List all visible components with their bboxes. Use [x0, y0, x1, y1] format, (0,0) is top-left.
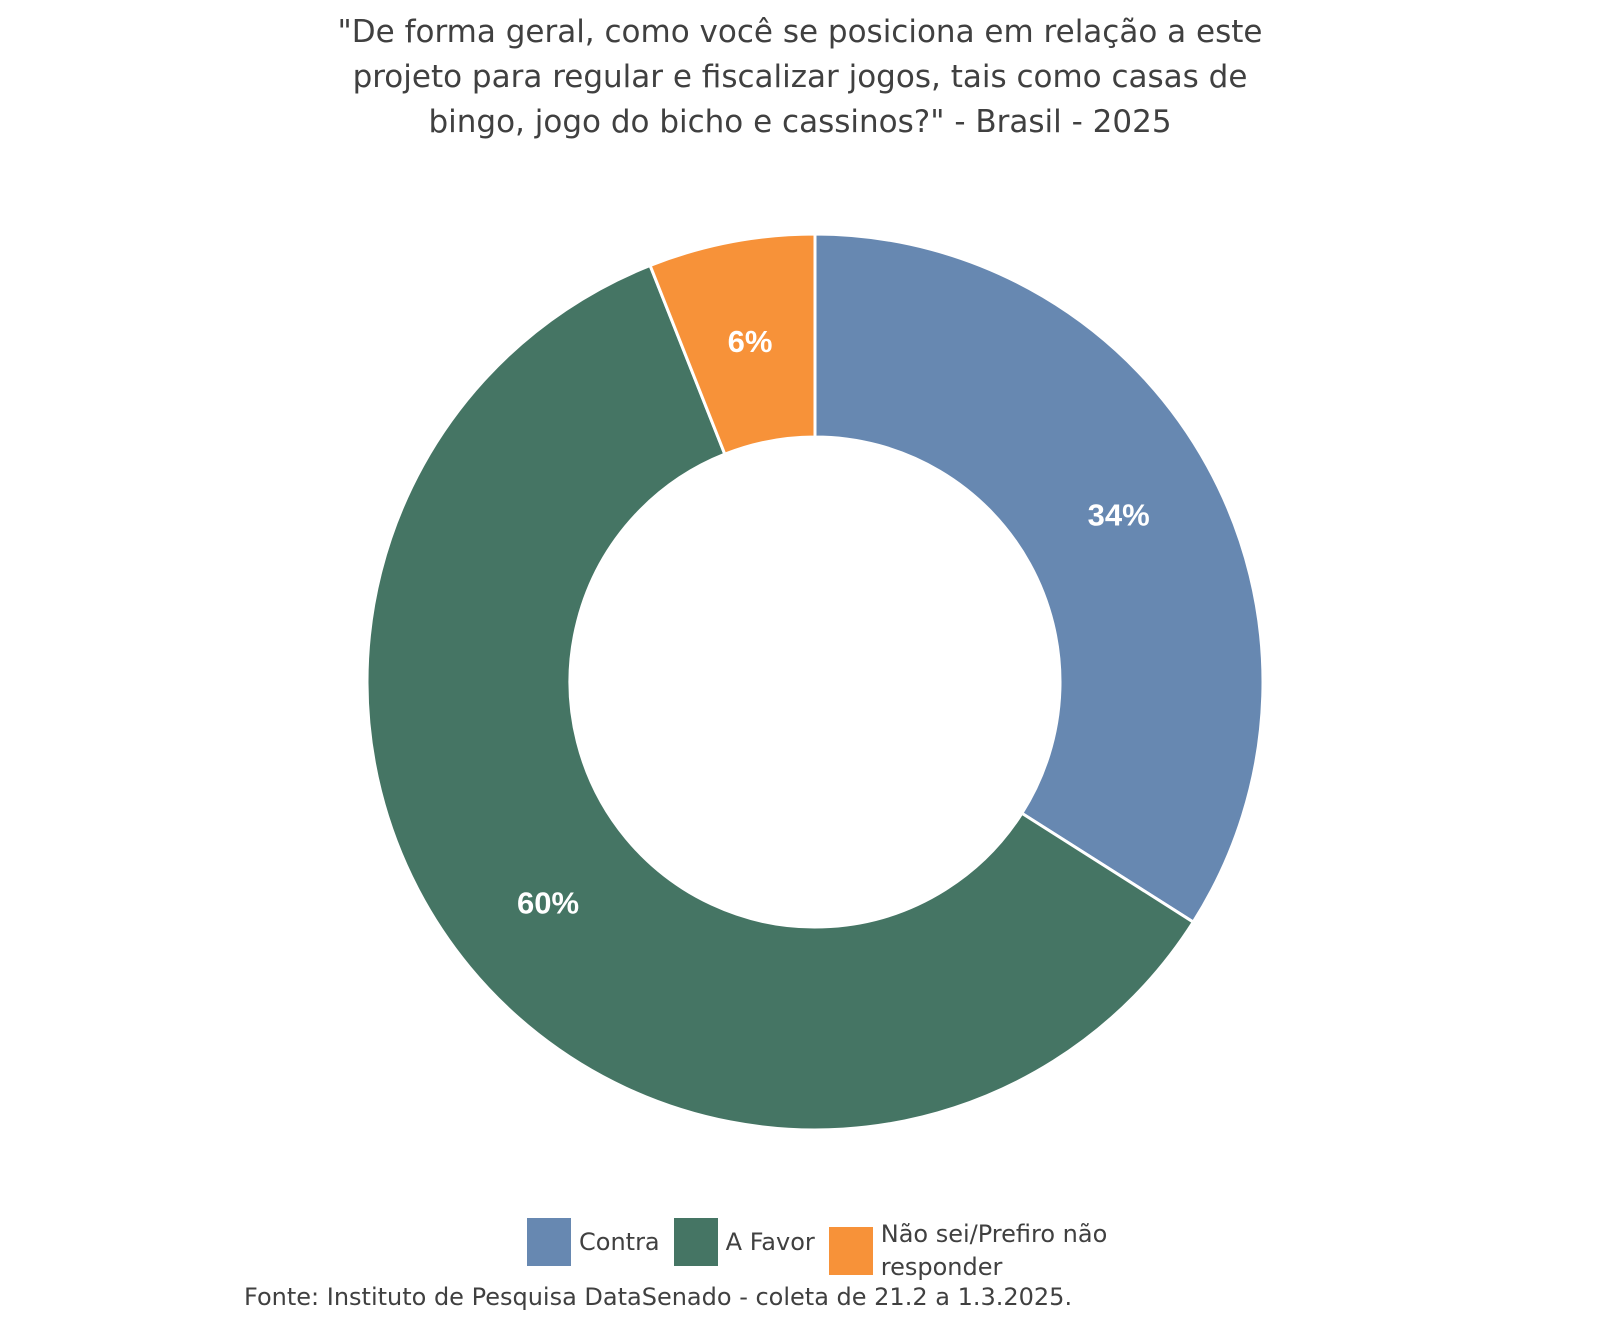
chart-title-line-1: "De forma geral, como você se posiciona … [337, 14, 1263, 50]
legend-label-a-favor: A Favor [725, 1227, 815, 1256]
legend-label-contra: Contra [579, 1227, 660, 1256]
legend-swatch-contra [527, 1218, 571, 1266]
chart-title: "De forma geral, como você se posiciona … [0, 10, 1600, 145]
legend-item-contra: Contra [527, 1218, 660, 1266]
legend-swatch-nao-sei [828, 1227, 873, 1275]
legend-label-nao-sei: Não sei/Prefiro não responder [880, 1220, 1108, 1281]
chart-title-line-3: bingo, jogo do bicho e cassinos?" - Bras… [428, 104, 1172, 140]
slice-label-nao-sei: 6% [728, 324, 773, 359]
slice-a-favor [365, 263, 1196, 1132]
source-note: Fonte: Instituto de Pesquisa DataSenado … [244, 1283, 1073, 1311]
legend-item-nao-sei: Não sei/Prefiro não responder [828, 1218, 1131, 1284]
slice-contra [813, 232, 1265, 925]
legend-swatch-a-favor [673, 1218, 718, 1266]
slice-label-a-favor: 60% [517, 885, 579, 920]
chart-title-line-2: projeto para regular e fiscalizar jogos,… [352, 59, 1248, 95]
slice-nao-sei [648, 232, 817, 457]
donut-slices [365, 232, 1265, 1132]
legend-item-a-favor: A Favor [673, 1218, 815, 1266]
chart-legend: Contra A Favor Não sei/Prefiro não respo… [527, 1218, 1145, 1284]
slice-label-contra: 34% [1088, 498, 1150, 533]
donut-labels: 34% 60% 6% [517, 324, 1150, 920]
